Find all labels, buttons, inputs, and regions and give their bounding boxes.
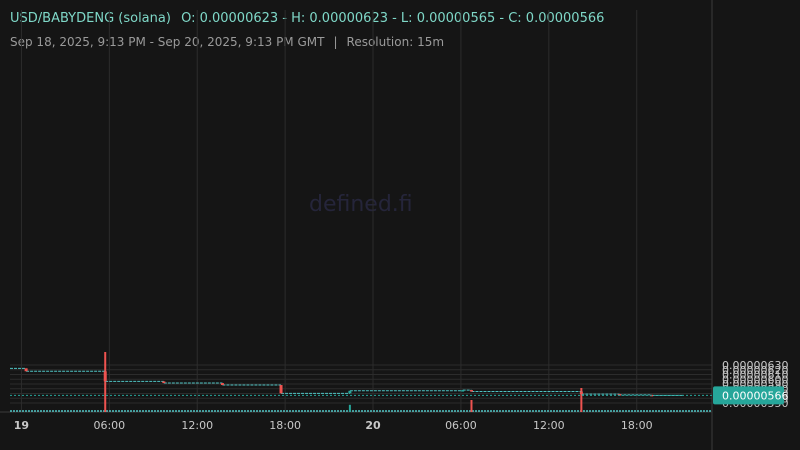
date-range: Sep 18, 2025, 9:13 PM - Sep 20, 2025, 9:… [10, 35, 325, 49]
candle[interactable] [461, 390, 465, 392]
x-tick-label: 06:00 [93, 419, 125, 432]
volume-bar [348, 404, 351, 412]
candle[interactable] [469, 390, 473, 392]
x-tick-label: 19 [14, 419, 29, 432]
volume-bar [580, 388, 583, 412]
header-separator: | [333, 35, 338, 49]
volume-bar [104, 352, 107, 412]
watermark: defined.fi [309, 192, 413, 217]
x-tick-label: 06:00 [445, 419, 477, 432]
candle[interactable] [279, 385, 283, 394]
y-tick-label: 0.00000600 [722, 373, 788, 386]
x-tick-label: 20 [365, 419, 381, 432]
candle[interactable] [348, 390, 352, 394]
x-tick-label: 12:00 [533, 419, 565, 432]
symbol-label: USD/BABYDENG (solana) [10, 11, 171, 26]
symbol-ohlc-line: USD/BABYDENG (solana) O: 0.00000623 - H:… [10, 10, 604, 28]
candle[interactable] [162, 381, 166, 384]
y-tick-label: 0.00000610 [722, 369, 788, 382]
range-resolution-line: Sep 18, 2025, 9:13 PM - Sep 20, 2025, 9:… [10, 33, 604, 51]
chart-header: USD/BABYDENG (solana) O: 0.00000623 - H:… [10, 10, 604, 51]
candle[interactable] [220, 383, 224, 386]
volume-bar [470, 400, 473, 412]
candle[interactable] [617, 394, 621, 396]
resolution-label: Resolution: 15m [346, 35, 445, 49]
ohlc-values: O: 0.00000623 - H: 0.00000623 - L: 0.000… [181, 11, 605, 26]
candle[interactable] [103, 371, 107, 382]
candle[interactable] [579, 391, 583, 395]
x-tick-label: 18:00 [621, 419, 653, 432]
last-price-label: 0.00000566 [722, 389, 788, 402]
candle[interactable] [24, 368, 28, 372]
x-tick-label: 18:00 [269, 419, 301, 432]
y-tick-label: 0.00000630 [722, 359, 788, 372]
last-price-tag [713, 386, 784, 405]
y-tick-label: 0.00000620 [722, 364, 788, 377]
x-tick-label: 12:00 [181, 419, 213, 432]
